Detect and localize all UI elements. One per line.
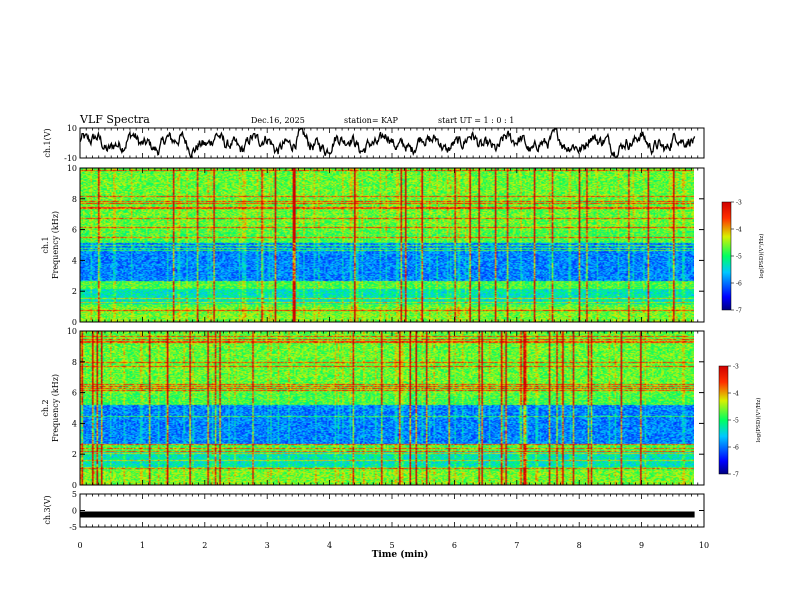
ch2-colorbar xyxy=(718,365,729,475)
ch1-spectrogram-y-tick-label: 6 xyxy=(72,226,77,235)
ch3-y-ticks: 5 0 -5 xyxy=(69,490,704,532)
ch1-y-tick-label: 10 xyxy=(67,124,77,133)
station-label: station= KAP xyxy=(344,116,399,125)
ch3-y-label: ch.3(V) xyxy=(43,495,52,524)
ch1-colorbar-tick-label: -4 xyxy=(736,227,742,234)
ch1-spectrogram-y-tick-label: 2 xyxy=(72,287,77,296)
ch2-spectrogram-y-ticks: 0 2 4 6 8 10 xyxy=(67,327,704,490)
ch1-spectrogram-image xyxy=(80,168,694,322)
ch3-y-tick-label: 5 xyxy=(72,490,77,499)
time-axis-tick-label: 4 xyxy=(327,541,332,550)
ch1-colorbar-tick-label: -3 xyxy=(736,200,742,207)
ch1-spectrogram-frequency-label: Frequency (kHz) xyxy=(51,211,60,279)
time-axis-tick-label: 5 xyxy=(389,541,394,550)
ch1-colorbar-label: log(PSD)(V²/Hz) xyxy=(758,234,765,279)
ch3-flat-signal xyxy=(80,511,695,518)
figure-title: VLF Spectra xyxy=(79,113,150,126)
ch2-colorbar-label: log(PSD)(V²/Hz) xyxy=(755,398,762,443)
ch1-spectrogram-channel-label: ch.1 xyxy=(41,236,50,253)
ch1-colorbar-ticks: -3 -4 -5 -6 -7 xyxy=(731,200,742,315)
ch1-y-label: ch.1(V) xyxy=(43,128,52,157)
ch2-spectrogram-y-tick-label: 2 xyxy=(72,450,77,459)
ch1-colorbar xyxy=(721,201,732,311)
time-axis-tick-label: 9 xyxy=(639,541,644,550)
ch3-y-tick-label: 0 xyxy=(72,507,77,516)
time-axis-tick-label: 10 xyxy=(699,541,709,550)
time-axis-tick-label: 6 xyxy=(452,541,457,550)
ch2-colorbar-ticks: -3 -4 -5 -6 -7 xyxy=(728,364,739,479)
ch1-colorbar-tick-label: -7 xyxy=(736,308,742,315)
time-axis-label: Time (min) xyxy=(372,549,429,560)
ch1-y-tick-label: -10 xyxy=(64,154,77,163)
ch2-colorbar-tick-label: -7 xyxy=(733,472,739,479)
ch2-colorbar-tick-label: -6 xyxy=(733,445,739,452)
ch2-spectrogram-y-tick-label: 10 xyxy=(67,327,77,336)
ch3-y-tick-label: -5 xyxy=(69,523,77,532)
ch1-spectrogram-y-tick-label: 10 xyxy=(67,164,77,173)
ch1-spectrogram-y-tick-label: 8 xyxy=(72,195,77,204)
ch1-spectrogram-y-tick-label: 0 xyxy=(72,318,77,327)
start-time-label: start UT = 1 : 0 : 1 xyxy=(438,116,514,125)
time-axis-ticks: 0 1 2 3 4 5 6 7 8 9 10 xyxy=(77,128,709,550)
time-axis-tick-label: 0 xyxy=(77,541,82,550)
ch2-spectrogram-channel-label: ch.2 xyxy=(41,399,50,416)
ch2-spectrogram-y-tick-label: 0 xyxy=(72,481,77,490)
time-axis-tick-label: 8 xyxy=(577,541,582,550)
ch2-spectrogram-y-tick-label: 4 xyxy=(72,419,77,428)
time-axis-tick-label: 3 xyxy=(265,541,270,550)
ch2-spectrogram-frequency-label: Frequency (kHz) xyxy=(51,374,60,442)
ch1-spectrogram-y-ticks: 0 2 4 6 8 10 xyxy=(67,164,704,327)
ch2-colorbar-tick-label: -3 xyxy=(733,364,739,371)
time-axis-tick-label: 7 xyxy=(514,541,519,550)
ch2-colorbar-tick-label: -4 xyxy=(733,391,739,398)
ch1-spectrogram-y-tick-label: 4 xyxy=(72,256,77,265)
ch2-colorbar-tick-label: -5 xyxy=(733,418,739,425)
date-label: Dec.16, 2025 xyxy=(251,116,305,125)
ch1-waveform-line xyxy=(80,128,696,158)
ch1-colorbar-tick-label: -5 xyxy=(736,254,742,261)
ch2-spectrogram-image xyxy=(80,331,694,485)
ch1-colorbar-tick-label: -6 xyxy=(736,281,742,288)
ch2-spectrogram-y-tick-label: 6 xyxy=(72,389,77,398)
ch1-y-ticks: 10 -10 xyxy=(64,124,704,163)
time-axis-tick-label: 1 xyxy=(140,541,145,550)
ch2-spectrogram-y-tick-label: 8 xyxy=(72,358,77,367)
time-axis-tick-label: 2 xyxy=(202,541,207,550)
